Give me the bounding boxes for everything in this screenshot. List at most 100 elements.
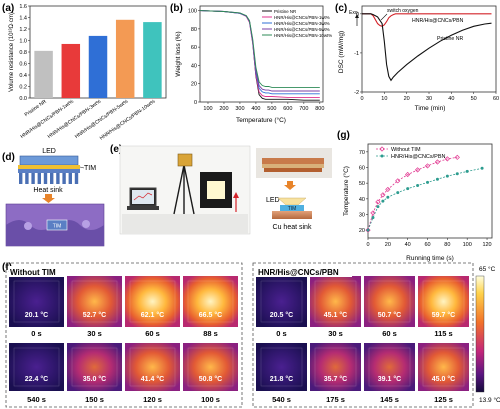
thermal-image [125,276,180,327]
heat-sink-fin [25,173,29,184]
thermal-image [310,343,361,391]
legend-label: HNR/His@CNCs/PBN-10wt% [274,33,332,38]
time-label: 100 s [201,395,220,404]
led-label: LED [42,148,56,155]
heat-sink-fin [62,173,66,184]
time-label: 175 s [326,395,345,404]
legend-marker [380,154,384,158]
data-point [416,184,420,188]
y-axis-label: Volume resistance (10¹³Ω·cm) [9,12,15,92]
y-tick-label: 60 [359,166,365,172]
laptop-base [127,206,159,210]
thermal-image [67,343,122,391]
thermal-plate-outline [129,347,176,387]
thermal-plate-outline [368,280,411,323]
y-tick-label: 0.6 [19,62,27,68]
data-point [434,159,441,165]
x-axis-label: Temperature (°C) [236,116,286,124]
legend-label: HNR/His@CNCs/PBN-5wt% [274,27,330,32]
data-point [405,171,411,178]
tim-pointer [79,166,85,169]
bar [143,22,162,99]
right-group-border [252,262,474,408]
y-tick-label: 0.8 [19,50,27,56]
x-tick-label: 20 [404,96,410,102]
thermal-image [9,276,64,327]
x-tick-label: 0 [366,242,369,248]
thermal-image [125,343,180,391]
heat-sink-fin [50,173,54,184]
thermal-plate-outline [314,347,357,387]
panel-label-g: (g) [337,130,350,141]
thermal-plate-outline [422,280,465,323]
series-label: HNR/His@CNCs/PBN [412,18,464,24]
title-box [9,266,67,277]
y-axis-label: Weight loss (%) [175,31,182,76]
x-tick-label: 120 [482,242,491,248]
y-tick-label: 40 [191,63,197,69]
panel-label-a: (a) [2,3,14,14]
time-label: 0 s [31,329,41,338]
time-label: 30 s [87,329,102,338]
panel-label-d: (d) [2,152,15,163]
heat-sink-fin [37,173,41,184]
temperature-label: 45.1 °C [324,311,347,319]
laptop-display [132,190,154,204]
scale-max: 65 °C [479,265,496,273]
data-point [406,187,410,191]
y-tick-label: 0.4 [19,73,27,79]
heat-sink-fin [31,173,35,184]
thermal-image [256,343,307,391]
thermal-plate-outline [368,347,411,387]
red-arrowhead-icon [233,192,239,198]
y-tick-label: 50 [359,181,365,187]
x-axis-label: Time (min) [415,105,446,112]
time-label: 540 s [272,395,291,404]
series-line [362,13,492,82]
data-point [371,216,375,220]
y-tick-label: 20 [359,228,365,234]
photo-e: LED TIM Cu heat sink [119,145,332,235]
time-label: 150 s [85,395,104,404]
legend-label: Pristine NR [274,9,296,14]
data-point [454,154,460,160]
data-point [426,180,430,184]
bar [34,50,53,98]
x-tick-label: 80 [444,242,450,248]
led-glow [277,197,307,206]
thermal-image [256,276,307,327]
panel-label-c: (c) [335,3,347,14]
x-tick-label: 60 [424,242,430,248]
data-point [396,191,400,195]
tim-layer-blue [280,205,304,211]
x-tick-label: 600 [283,106,292,112]
color-scale-bar [475,275,485,393]
panel-label-b: (b) [170,3,183,14]
time-label: 540 s [27,395,46,404]
series-label: Pristine NR [437,36,463,42]
thermal-plate-outline [13,347,60,387]
y-tick-label: 100 [188,9,197,15]
x-tick-label: 800 [315,106,324,112]
series-line [199,10,320,88]
x-tick-label: 200 [219,106,228,112]
panel-label-e: (e) [110,144,122,155]
temperature-label: 22.4 °C [25,375,48,383]
time-label: 145 s [380,395,399,404]
y-tick-label: -1 [354,51,359,57]
bar-chart-a: Volume resistance (10¹³Ω·cm) 0.0 0.2 0.4 0.… [9,4,167,142]
plot-frame [367,143,493,239]
y-tick-label: -2 [354,90,359,96]
y-tick-label: 60 [191,45,197,51]
y-tick-label: 30 [359,213,365,219]
thermal-image [67,276,122,327]
time-label: 88 s [203,329,218,338]
switch-oxygen-arrow [380,13,388,21]
thermal-plate-outline [71,280,118,323]
bar [61,43,81,98]
y-tick-label: 0.0 [19,96,27,102]
temperature-label: 50.8 °C [199,375,222,383]
thermal-plate-outline [71,347,118,387]
temperature-label: 20.1 °C [25,311,48,319]
heat-sink-fin [74,173,79,184]
